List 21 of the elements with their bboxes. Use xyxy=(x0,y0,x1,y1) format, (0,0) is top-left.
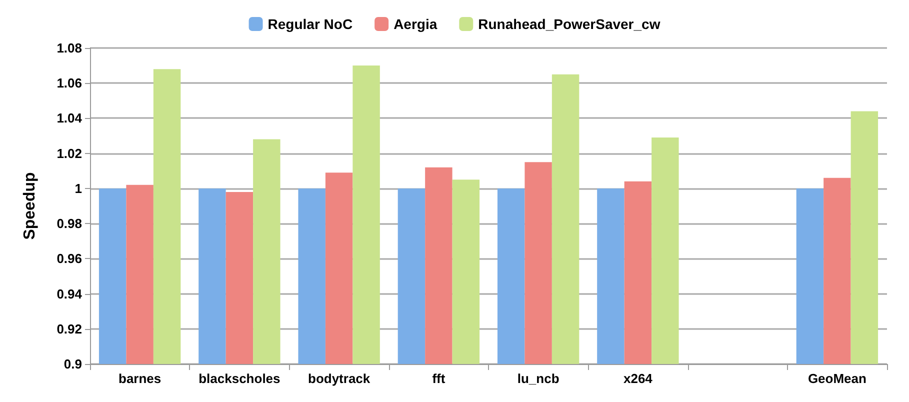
y-axis-title: Speedup xyxy=(22,172,38,240)
y-tick-label: 1 xyxy=(74,180,82,196)
y-tick-label: 0.96 xyxy=(56,251,82,266)
legend-label: Runahead_PowerSaver_cw xyxy=(478,16,660,32)
y-tick-label: 1.02 xyxy=(56,146,82,161)
x-tick-label: barnes xyxy=(118,371,162,386)
x-tick-label: blackscholes xyxy=(198,371,280,386)
legend-label: Aergia xyxy=(394,16,438,32)
y-tick-label: 0.92 xyxy=(56,321,82,336)
x-tick-label: fft xyxy=(432,371,446,386)
y-tick-label: 1.08 xyxy=(56,40,82,56)
x-tick-label: bodytrack xyxy=(308,371,371,386)
y-tick-label: 0.94 xyxy=(56,286,83,302)
x-tick-label: GeoMean xyxy=(808,371,866,386)
x-tick-label: x264 xyxy=(623,371,654,386)
x-tick-label: lu_ncb xyxy=(517,371,560,386)
legend-label: Regular NoC xyxy=(268,16,353,32)
y-tick-label: 1.04 xyxy=(56,110,83,126)
y-tick-label: 1.06 xyxy=(56,76,82,91)
y-tick-label: 0.9 xyxy=(64,356,82,372)
y-tick-label: 0.98 xyxy=(56,216,82,232)
